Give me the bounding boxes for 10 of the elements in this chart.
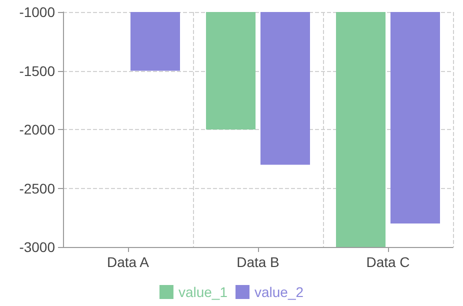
x-tick-label: Data B [236, 254, 280, 270]
legend-label: value_1 [178, 284, 228, 300]
legend-label: value_2 [254, 284, 304, 300]
y-tick-label: -2500 [19, 180, 56, 196]
x-tick-label: Data C [366, 254, 410, 270]
y-tick-label: -1000 [19, 4, 56, 20]
y-tick-label: -1500 [19, 62, 56, 79]
x-tick-label: Data A [106, 254, 150, 270]
y-tick-label: -3000 [19, 239, 56, 255]
y-tick-label: -2000 [19, 122, 56, 138]
